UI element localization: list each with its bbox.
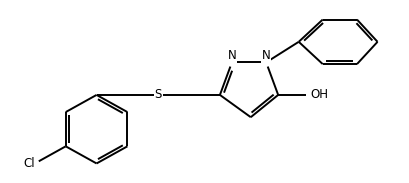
Text: OH: OH bbox=[311, 88, 329, 101]
Text: N: N bbox=[262, 49, 271, 62]
Text: S: S bbox=[155, 88, 162, 101]
Text: Cl: Cl bbox=[23, 157, 35, 170]
Text: N: N bbox=[227, 49, 236, 62]
